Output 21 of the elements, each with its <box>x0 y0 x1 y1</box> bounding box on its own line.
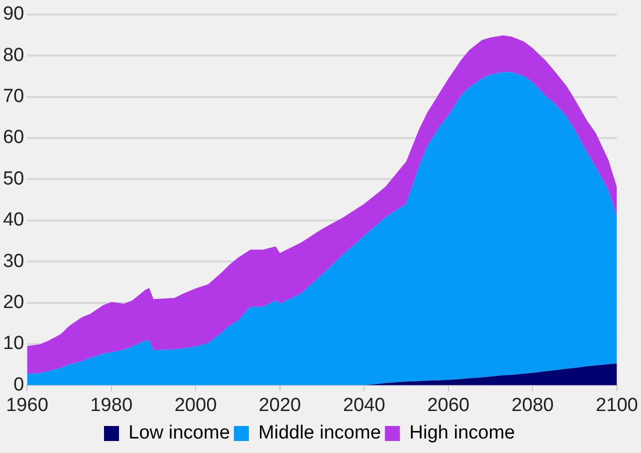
legend-label: High income <box>409 422 515 444</box>
legend-label: Low income <box>128 422 230 444</box>
x-tick-label: 2020 <box>258 394 302 416</box>
x-tick-label: 1980 <box>90 394 133 416</box>
y-tick-label: 60 <box>2 127 24 148</box>
x-tick-label: 2040 <box>342 394 386 416</box>
x-tick-label: 2080 <box>511 394 554 416</box>
x-tick-label: 2000 <box>174 394 217 416</box>
y-tick-label: 0 <box>14 374 24 396</box>
y-tick-label: 90 <box>2 4 24 25</box>
x-tick-label: 2100 <box>596 394 638 416</box>
x-tick-label: 2060 <box>427 394 470 416</box>
x-tick-label: 1960 <box>6 394 48 416</box>
y-tick-label: 20 <box>2 292 24 314</box>
y-tick-label: 40 <box>2 210 24 231</box>
y-tick-label: 30 <box>2 250 24 272</box>
y-tick-label: 80 <box>2 44 24 66</box>
y-tick-label: 10 <box>2 333 24 354</box>
legend-label: Middle income <box>258 422 381 444</box>
y-tick-label: 70 <box>2 86 24 108</box>
y-tick-label: 50 <box>2 168 24 190</box>
